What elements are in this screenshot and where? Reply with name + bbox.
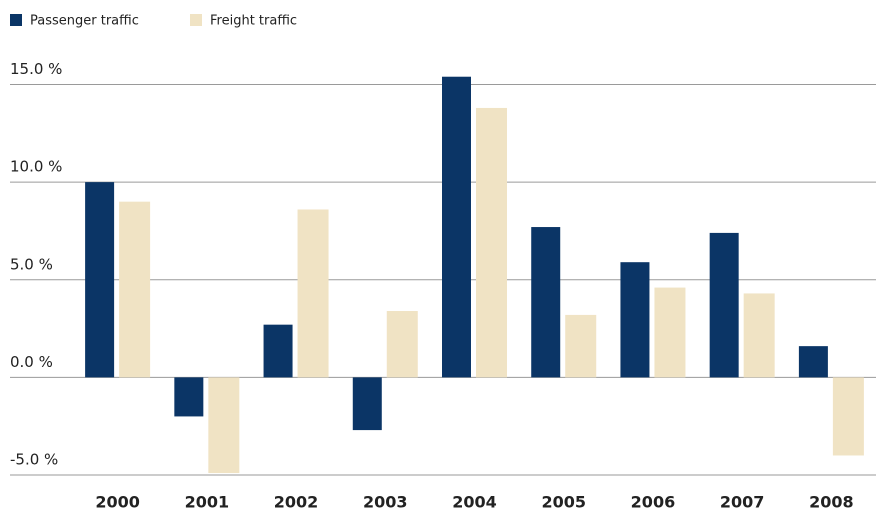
bar <box>386 311 418 378</box>
x-tick-label: 2005 <box>541 493 586 512</box>
y-tick-label: 0.0 % <box>10 353 53 371</box>
bar <box>442 76 471 378</box>
bar <box>654 287 686 378</box>
y-tick-label: -5.0 % <box>10 451 58 469</box>
bar <box>174 377 204 417</box>
y-tick-label: 5.0 % <box>10 255 53 273</box>
bar <box>709 232 739 378</box>
bar <box>85 182 115 378</box>
y-tick-label: 10.0 % <box>10 158 62 176</box>
bar <box>297 209 329 378</box>
y-tick-label: 15.0 % <box>10 60 62 78</box>
bar <box>798 346 828 378</box>
x-tick-label: 2001 <box>185 493 230 512</box>
bar <box>743 293 775 378</box>
legend-label: Passenger traffic <box>30 14 139 29</box>
bar <box>832 377 864 456</box>
legend-swatch <box>10 14 22 26</box>
bar <box>476 107 507 378</box>
x-tick-label: 2000 <box>95 493 140 512</box>
bar <box>620 262 650 378</box>
bar <box>352 377 382 431</box>
legend-label: Freight traffic <box>210 14 297 29</box>
legend-swatch <box>190 14 202 26</box>
x-tick-label: 2003 <box>363 493 408 512</box>
bar <box>208 377 240 474</box>
bar <box>263 324 293 378</box>
bar <box>531 227 561 378</box>
x-tick-label: 2002 <box>274 493 319 512</box>
x-tick-label: 2006 <box>631 493 676 512</box>
bar <box>565 314 597 378</box>
x-tick-label: 2007 <box>720 493 765 512</box>
x-tick-label: 2004 <box>452 493 497 512</box>
bar <box>119 201 151 378</box>
x-tick-label: 2008 <box>809 493 854 512</box>
